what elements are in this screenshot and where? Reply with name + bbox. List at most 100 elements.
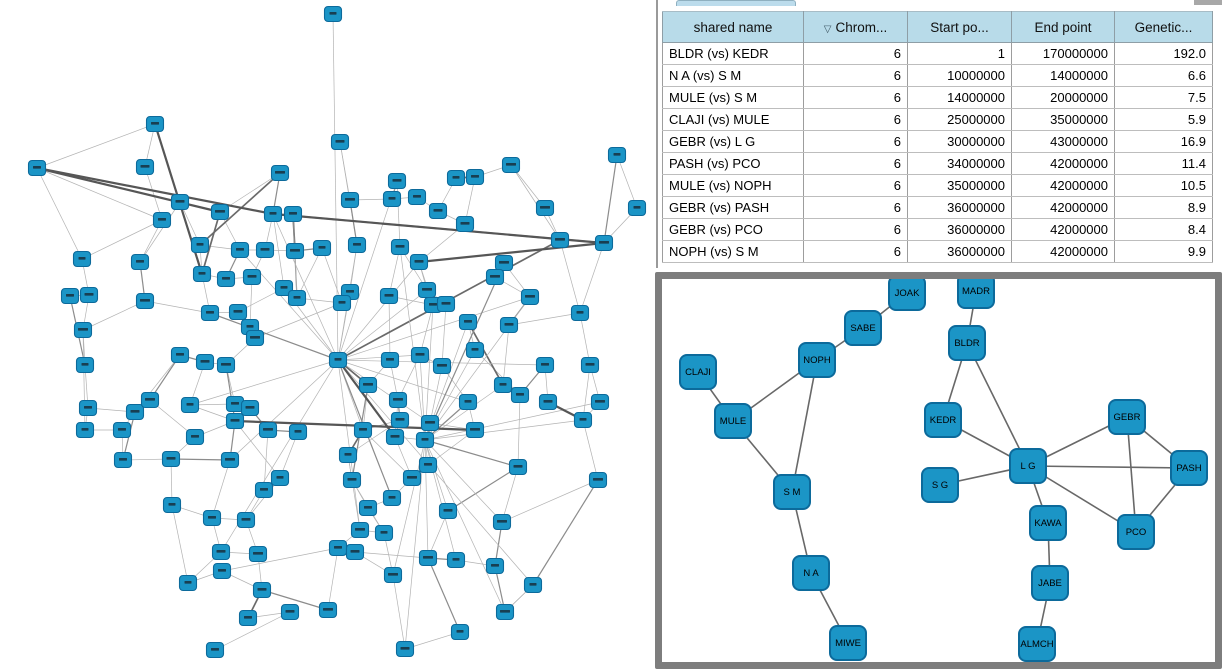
detail-node-lg[interactable] [1009, 448, 1047, 484]
overview-network-canvas[interactable] [0, 0, 655, 669]
graph-node-label [395, 245, 405, 248]
cell-value: 35000000 [907, 174, 1012, 197]
edge-table-panel: shared name ▽ Chrom... Start po... End point… [655, 0, 1222, 270]
graph-node-label [151, 122, 159, 125]
detail-node-bldr[interactable] [948, 325, 986, 361]
graph-node-label [386, 358, 394, 361]
cell-shared-name: CLAJI (vs) MULE [662, 108, 804, 131]
graph-node-label [413, 195, 421, 198]
detail-node-na[interactable] [792, 555, 830, 591]
detail-node-almch[interactable] [1018, 626, 1056, 662]
detail-network-panel: JOAK MADR SABE BLDR NOPH CLAJI KEDR MULE GEBR L G… [655, 272, 1222, 669]
column-header-end-point[interactable]: End point [1011, 11, 1115, 43]
graph-node-label [323, 608, 333, 611]
detail-node-miwe[interactable] [829, 625, 867, 661]
detail-node-label: S M [784, 487, 801, 498]
graph-node-label [119, 458, 127, 461]
column-header-chrom-[interactable]: ▽ Chrom... [803, 11, 908, 43]
table-row[interactable]: BLDR (vs) KEDR 6 1 170000000 192.0 [662, 42, 1213, 65]
graph-edge [424, 439, 519, 468]
cell-value: 35000000 [1011, 108, 1115, 131]
detail-network-canvas[interactable]: JOAK MADR SABE BLDR NOPH CLAJI KEDR MULE GEBR L G… [662, 279, 1215, 662]
table-row[interactable]: N A (vs) S M 6 10000000 14000000 6.6 [662, 64, 1213, 87]
graph-node-label [359, 428, 367, 431]
detail-node-madr[interactable] [957, 279, 995, 309]
graph-node-label [329, 12, 337, 15]
cell-value: 6 [803, 196, 908, 219]
detail-node-kawa[interactable] [1029, 505, 1067, 541]
graph-edge [170, 458, 231, 461]
graph-edge [392, 574, 406, 650]
detail-node-claji[interactable] [679, 354, 717, 390]
detail-node-pco[interactable] [1117, 514, 1155, 550]
detail-node-label: JOAK [895, 288, 920, 299]
table-row[interactable]: MULE (vs) S M 6 14000000 20000000 7.5 [662, 86, 1213, 109]
graph-node-label [363, 383, 373, 386]
graph-node-label [215, 210, 225, 213]
toolbar-tab-fragment [676, 0, 796, 6]
graph-node-label [516, 393, 524, 396]
table-row[interactable]: GEBR (vs) L G 6 30000000 43000000 16.9 [662, 130, 1213, 153]
table-row[interactable]: CLAJI (vs) MULE 6 25000000 35000000 5.9 [662, 108, 1213, 131]
table-row[interactable]: GEBR (vs) PASH 6 36000000 42000000 8.9 [662, 196, 1213, 219]
detail-node-jabe[interactable] [1031, 565, 1069, 601]
detail-node-kedr[interactable] [924, 402, 962, 438]
graph-node-label [318, 246, 326, 249]
graph-node-label [334, 358, 342, 361]
graph-node-label [540, 206, 550, 209]
cell-value: 10000000 [907, 64, 1012, 87]
graph-node-label [280, 286, 288, 289]
detail-node-sm[interactable] [773, 474, 811, 510]
column-header-shared-name[interactable]: shared name [662, 11, 804, 43]
graph-edge [517, 394, 521, 468]
graph-node-label [335, 140, 345, 143]
cell-value: 14000000 [1011, 64, 1115, 87]
graph-node-label [390, 435, 400, 438]
column-header-genetic-[interactable]: Genetic... [1114, 11, 1213, 43]
detail-edge-LG-PASH[interactable] [1027, 465, 1190, 469]
cell-value: 6 [803, 42, 908, 65]
graph-edge [81, 219, 163, 260]
graph-node-label [422, 288, 432, 291]
detail-node-pash[interactable] [1170, 450, 1208, 486]
detail-node-mule[interactable] [714, 403, 752, 439]
graph-node-label [513, 465, 523, 468]
graph-node-label [347, 478, 357, 481]
detail-edge-BLDR-LG[interactable] [966, 342, 1029, 467]
detail-node-joak[interactable] [888, 279, 926, 311]
cell-value: 42000000 [1011, 152, 1115, 175]
graph-edge [616, 154, 638, 209]
cell-value: 43000000 [1011, 130, 1115, 153]
graph-edge [501, 466, 519, 523]
graph-node-label [613, 153, 621, 156]
graph-edge [337, 354, 421, 361]
graph-edge [467, 321, 504, 386]
table-row[interactable]: NOPH (vs) S M 6 36000000 42000000 9.9 [662, 240, 1213, 263]
graph-node-label [225, 458, 235, 461]
graph-edge [532, 479, 599, 586]
table-row[interactable]: MULE (vs) NOPH 6 35000000 42000000 10.5 [662, 174, 1213, 197]
graph-edge [234, 420, 281, 479]
graph-node-label [425, 421, 435, 424]
graph-node-label [353, 243, 361, 246]
table-row[interactable]: PASH (vs) PCO 6 34000000 42000000 11.4 [662, 152, 1213, 175]
graph-edge [296, 247, 323, 299]
graph-edge [424, 262, 505, 441]
graph-node-label [490, 275, 500, 278]
graph-node-label [460, 222, 470, 225]
graph-node-label [81, 428, 89, 431]
table-row[interactable]: GEBR (vs) PCO 6 36000000 42000000 8.4 [662, 218, 1213, 241]
graph-edge [337, 359, 534, 586]
cell-value: 42000000 [1011, 174, 1115, 197]
detail-node-gebr[interactable] [1108, 399, 1146, 435]
detail-edge-GEBR-PCO[interactable] [1126, 416, 1137, 533]
detail-edge-NOPH-SM[interactable] [791, 359, 818, 493]
sort-filter-icon[interactable]: ▽ [823, 23, 832, 35]
detail-node-sabe[interactable] [844, 310, 882, 346]
column-header-start-po-[interactable]: Start po... [907, 11, 1012, 43]
detail-node-noph[interactable] [798, 342, 836, 378]
graph-edge [396, 180, 401, 248]
graph-node-label [541, 363, 549, 366]
graph-node-label [206, 311, 214, 314]
detail-node-sg[interactable] [921, 467, 959, 503]
